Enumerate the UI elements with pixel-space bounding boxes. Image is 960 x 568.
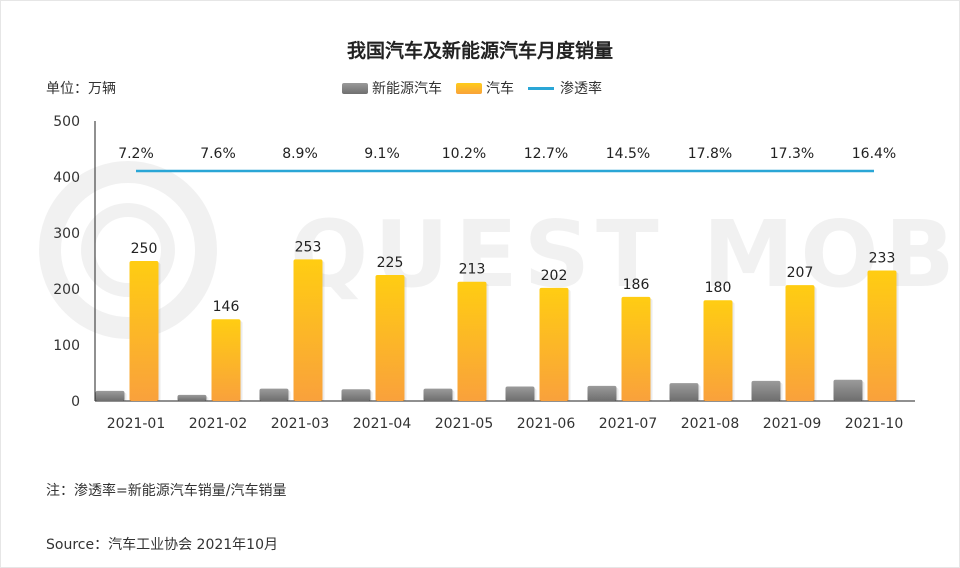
- x-tick-label: 2021-01: [107, 416, 166, 432]
- bar-nev: [833, 379, 863, 401]
- y-tick-label: 200: [53, 282, 80, 298]
- rate-label: 12.7%: [524, 146, 568, 162]
- bar-car-value: 253: [295, 239, 322, 255]
- legend-label-car: 汽车: [486, 81, 514, 97]
- bar-nev: [669, 383, 699, 401]
- legend-label-nev: 新能源汽车: [372, 81, 442, 97]
- y-tick-label: 100: [53, 338, 80, 354]
- source-text: Source：汽车工业协会 2021年10月: [46, 537, 278, 553]
- bar-car-value: 146: [213, 299, 240, 315]
- x-tick-label: 2021-02: [189, 416, 248, 432]
- rate-label: 16.4%: [852, 146, 896, 162]
- legend-swatch-nev: [342, 82, 368, 94]
- bar-nev: [505, 386, 535, 401]
- rate-label: 7.6%: [200, 146, 236, 162]
- bar-nev: [423, 388, 453, 401]
- bar-car-value: 250: [131, 241, 158, 257]
- bar-car-value: 213: [459, 262, 486, 278]
- bar-nev: [259, 388, 289, 401]
- rate-label: 7.2%: [118, 146, 154, 162]
- x-tick-label: 2021-05: [435, 416, 494, 432]
- legend-line-rate: [528, 86, 554, 90]
- bar-car-value: 180: [705, 280, 732, 296]
- bar-nev: [751, 380, 781, 401]
- rate-label: 14.5%: [606, 146, 650, 162]
- x-tick-label: 2021-03: [271, 416, 330, 432]
- bar-car: [703, 300, 733, 401]
- y-tick-label: 400: [53, 170, 80, 186]
- rate-label: 8.9%: [282, 146, 318, 162]
- bar-nev: [587, 385, 617, 401]
- legend-item-car: 汽车: [456, 78, 514, 98]
- legend-item-rate: 渗透率: [528, 78, 602, 98]
- legend-swatch-car: [456, 82, 482, 94]
- y-tick-label: 500: [53, 114, 80, 130]
- footnote: 注：渗透率=新能源汽车销量/汽车销量: [46, 483, 287, 499]
- bar-nev: [95, 390, 125, 401]
- y-tick-label: 0: [71, 394, 80, 410]
- bar-nev: [177, 394, 207, 401]
- bar-car: [457, 281, 487, 401]
- x-tick-label: 2021-06: [517, 416, 576, 432]
- x-tick-label: 2021-07: [599, 416, 658, 432]
- legend-label-rate: 渗透率: [560, 81, 602, 97]
- bar-car: [785, 285, 815, 401]
- bar-car: [293, 259, 323, 401]
- chart-title: 我国汽车及新能源汽车月度销量: [346, 40, 613, 62]
- rate-label: 9.1%: [364, 146, 400, 162]
- bar-car: [211, 319, 241, 401]
- bar-car: [867, 270, 897, 401]
- bar-nev: [341, 389, 371, 401]
- x-tick-label: 2021-10: [845, 416, 904, 432]
- watermark: QUEST MOBILE: [39, 161, 960, 339]
- rate-label: 17.3%: [770, 146, 814, 162]
- bar-car: [539, 287, 569, 401]
- x-tick-label: 2021-08: [681, 416, 740, 432]
- legend: 新能源汽车 汽车 渗透率: [342, 78, 616, 98]
- bar-car-value: 233: [869, 251, 896, 267]
- bar-car: [129, 261, 159, 401]
- rate-label: 17.8%: [688, 146, 732, 162]
- bar-car-value: 225: [377, 255, 404, 271]
- y-tick-label: 300: [53, 226, 80, 242]
- legend-item-nev: 新能源汽车: [342, 78, 442, 98]
- x-tick-label: 2021-04: [353, 416, 412, 432]
- unit-label: 单位：万辆: [46, 81, 116, 97]
- bar-car-value: 186: [623, 277, 650, 293]
- bar-car: [375, 275, 405, 401]
- rate-label: 10.2%: [442, 146, 486, 162]
- bar-car: [621, 296, 651, 401]
- bar-car-value: 202: [541, 268, 568, 284]
- x-tick-label: 2021-09: [763, 416, 822, 432]
- bar-car-value: 207: [787, 265, 814, 281]
